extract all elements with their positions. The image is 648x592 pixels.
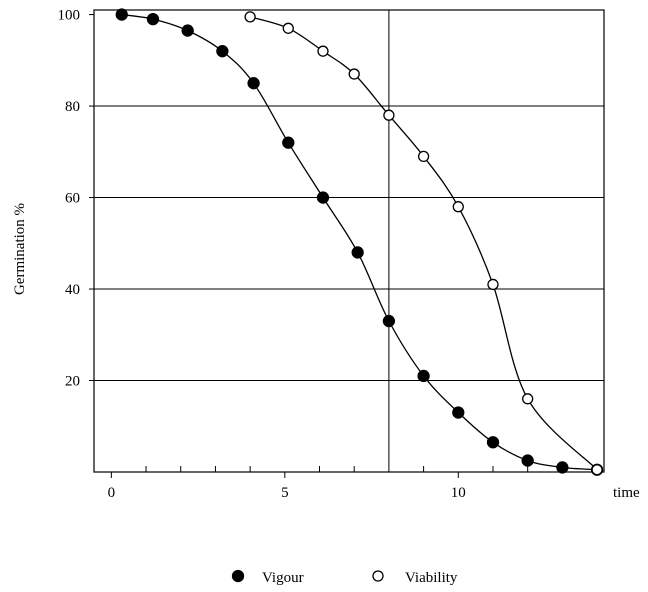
- y-tick-label: 100: [58, 8, 81, 24]
- point-vigour: [486, 436, 500, 449]
- point-viability: [282, 22, 294, 34]
- x-tick-label: 0: [108, 485, 116, 501]
- point-viability: [383, 109, 395, 121]
- legend: Vigour Viability: [231, 569, 458, 586]
- point-vigour: [556, 461, 569, 474]
- point-vigour: [115, 8, 128, 21]
- y-tick-label: 80: [65, 99, 80, 115]
- point-viability: [417, 150, 430, 163]
- point-vigour: [247, 77, 260, 90]
- point-viability: [591, 464, 603, 476]
- point-vigour: [417, 369, 430, 383]
- point-viability: [348, 68, 360, 80]
- point-viability: [317, 45, 329, 57]
- point-vigour: [146, 12, 160, 26]
- legend-label-vigour: Vigour: [262, 570, 304, 586]
- legend-label-viability: Viability: [405, 570, 458, 586]
- point-vigour: [382, 314, 396, 328]
- point-vigour: [216, 45, 229, 58]
- y-tick-label: 40: [65, 282, 80, 298]
- curve-viability: [249, 16, 598, 471]
- point-vigour: [181, 24, 194, 37]
- y-axis-label: Germination %: [12, 203, 28, 295]
- point-vigour: [316, 191, 330, 204]
- point-viability: [452, 201, 464, 213]
- x-axis-label: time: [613, 485, 640, 501]
- point-viability: [244, 11, 256, 23]
- y-tick-label: 60: [65, 191, 80, 207]
- point-vigour: [521, 454, 534, 467]
- x-tick-label: 5: [281, 485, 289, 501]
- x-tick-label: 10: [451, 485, 466, 501]
- point-vigour: [282, 136, 295, 149]
- legend-marker-viability: [372, 570, 384, 582]
- axis-ticks: 20 40 60 80 100 0 5 10: [58, 8, 563, 501]
- data-points: [115, 8, 604, 476]
- y-tick-label: 20: [65, 374, 80, 390]
- point-viability: [522, 393, 534, 405]
- point-viability: [487, 278, 499, 291]
- plot-frame: [93, 9, 605, 473]
- legend-marker-vigour: [231, 569, 245, 583]
- point-vigour: [452, 406, 465, 419]
- point-vigour: [351, 246, 364, 259]
